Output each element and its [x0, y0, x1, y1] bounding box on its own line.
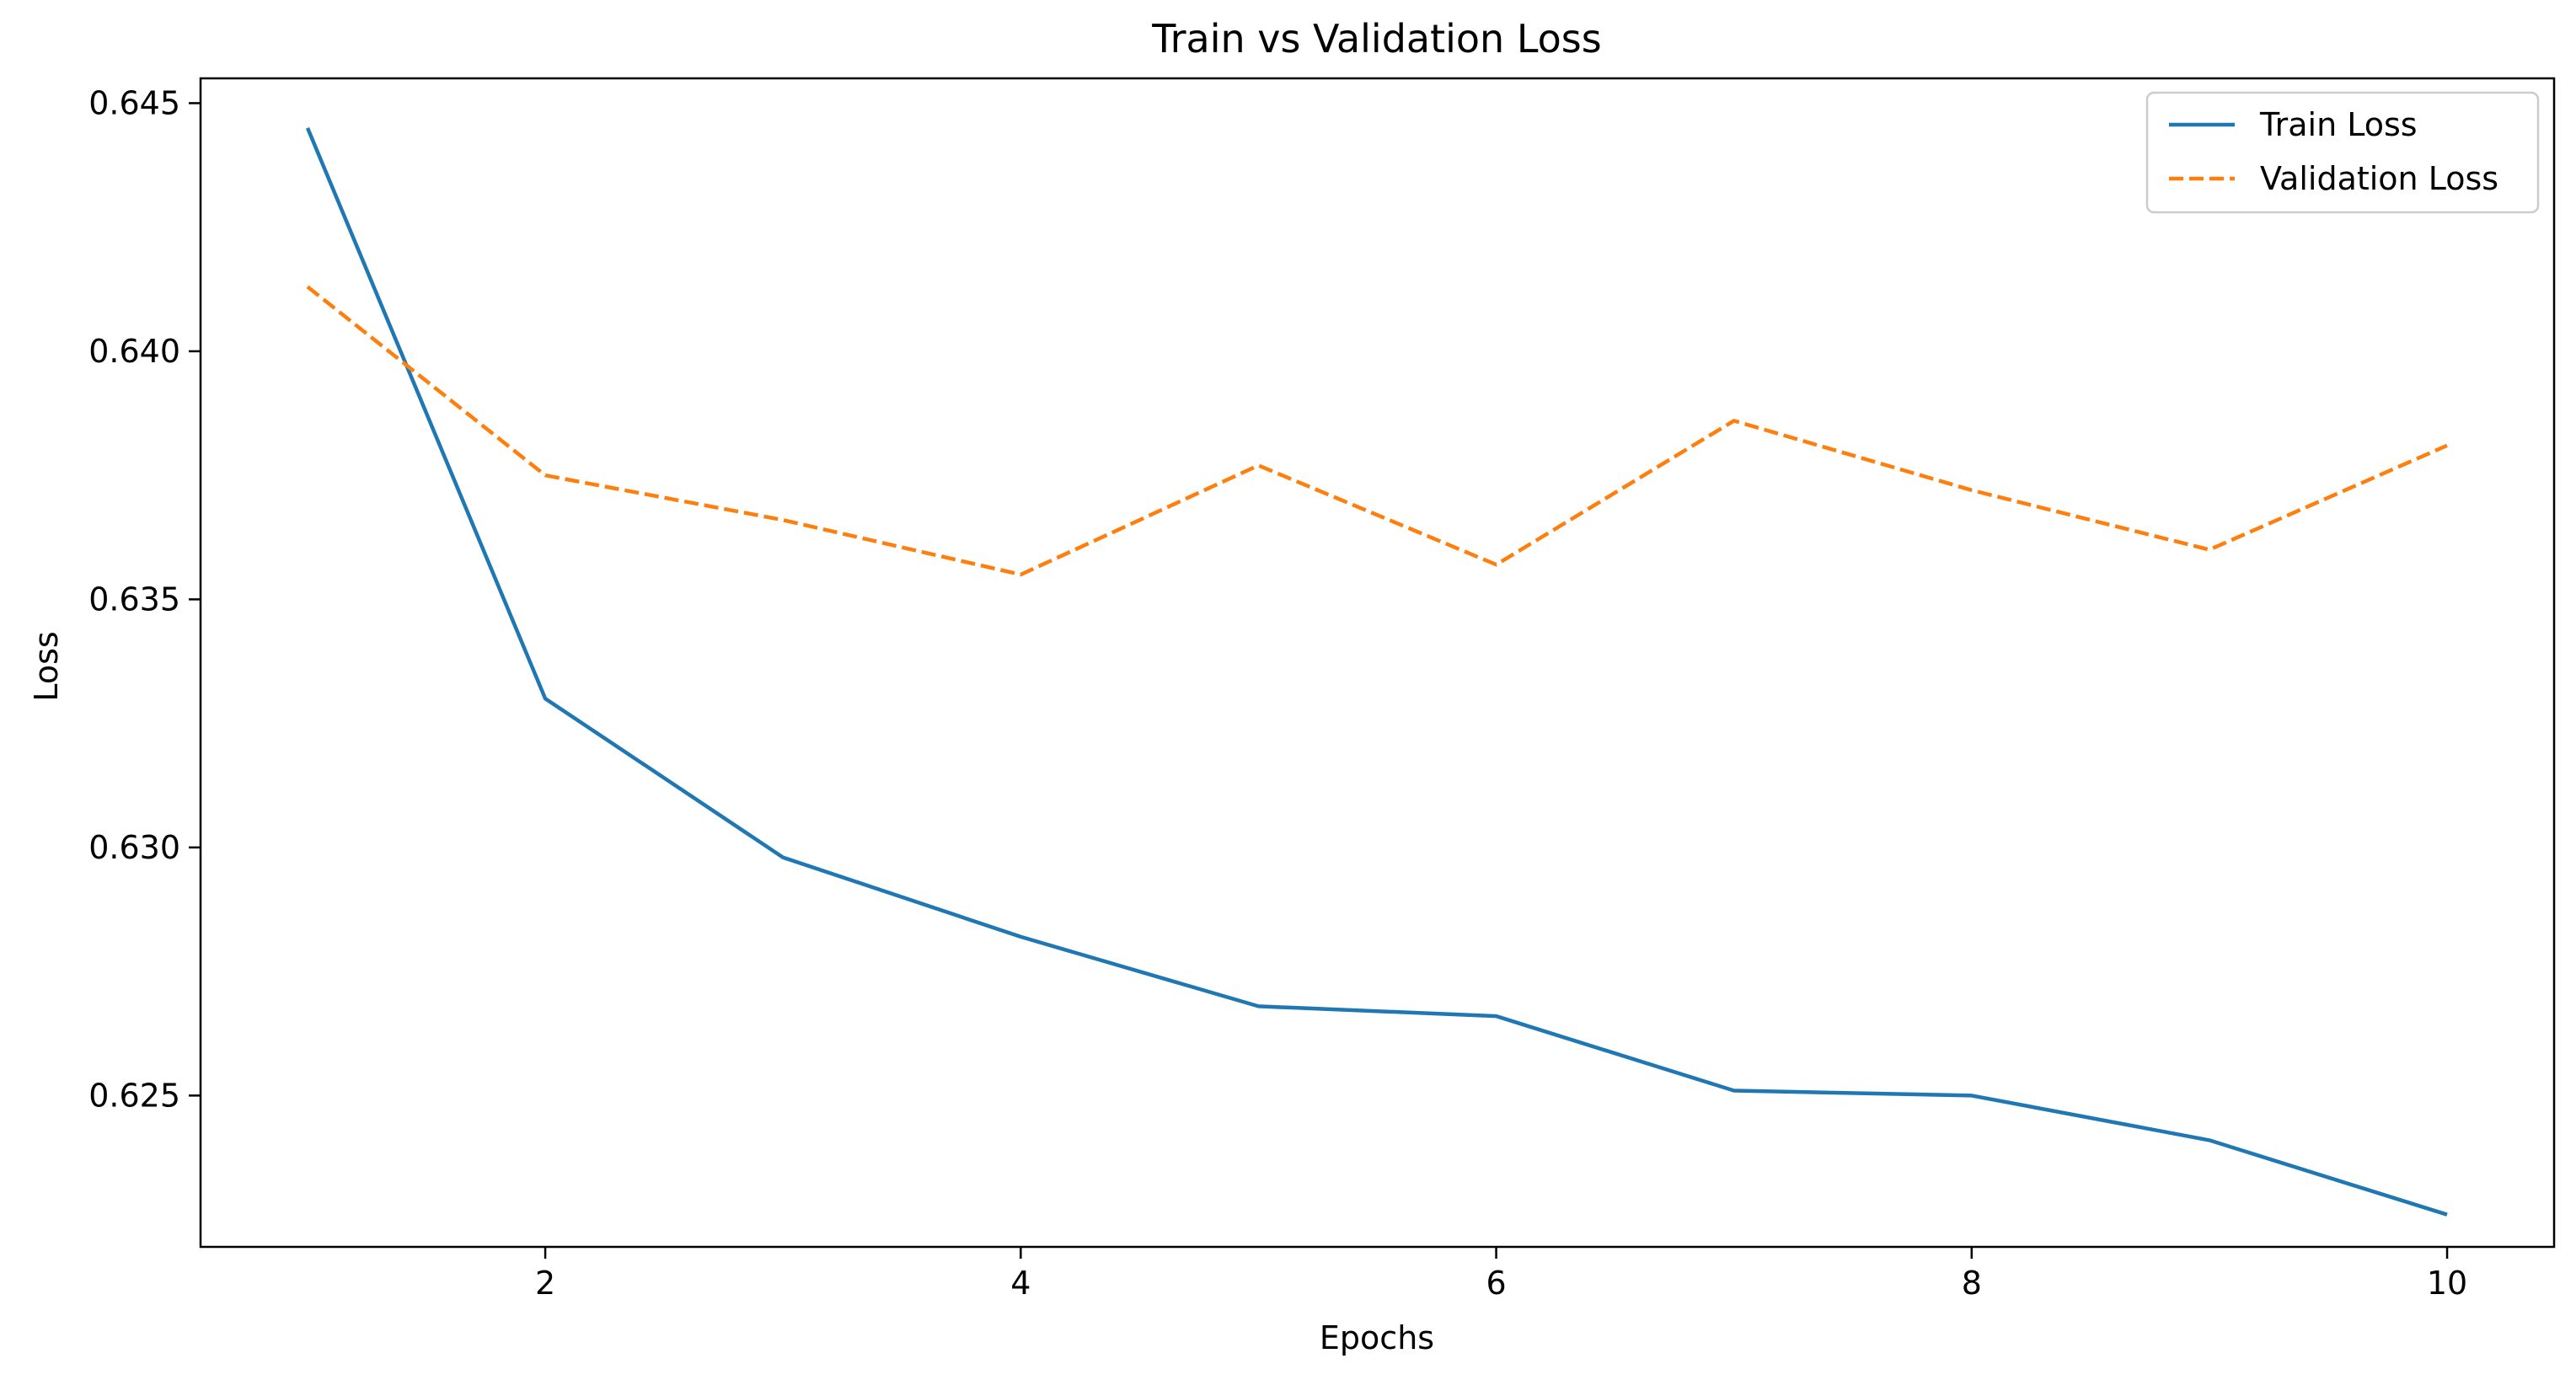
series-layer: [305, 127, 2448, 1217]
legend-label-train-loss: Train Loss: [2259, 106, 2418, 143]
plot-frame: [199, 77, 2556, 1249]
legend-box: [2145, 91, 2540, 214]
series-line-validation-loss: [306, 285, 2448, 577]
legend: Train Loss Validation Loss: [2145, 91, 2540, 214]
y-axis-label: Loss: [28, 631, 65, 701]
x-tick-label: 10: [2427, 1265, 2467, 1302]
x-tick-label: 8: [1962, 1265, 1982, 1302]
y-tick-label: 0.625: [88, 1077, 180, 1114]
x-tick-label: 4: [1010, 1265, 1031, 1302]
chart-title: Train vs Validation Loss: [1151, 16, 1601, 62]
x-tick-label: 2: [535, 1265, 555, 1302]
y-axis: 0.625 0.630 0.635 0.640 0.645: [88, 84, 201, 1114]
series-line-train-loss: [305, 127, 2448, 1217]
y-tick-label: 0.630: [88, 829, 180, 866]
y-tick-label: 0.645: [88, 84, 180, 121]
y-tick-label: 0.635: [88, 580, 180, 618]
x-tick-label: 6: [1486, 1265, 1506, 1302]
x-axis-label: Epochs: [1320, 1319, 1434, 1356]
x-axis: 2 4 6 8 10: [535, 1247, 2467, 1302]
legend-label-validation-loss: Validation Loss: [2260, 160, 2498, 197]
y-tick-label: 0.640: [88, 333, 180, 370]
